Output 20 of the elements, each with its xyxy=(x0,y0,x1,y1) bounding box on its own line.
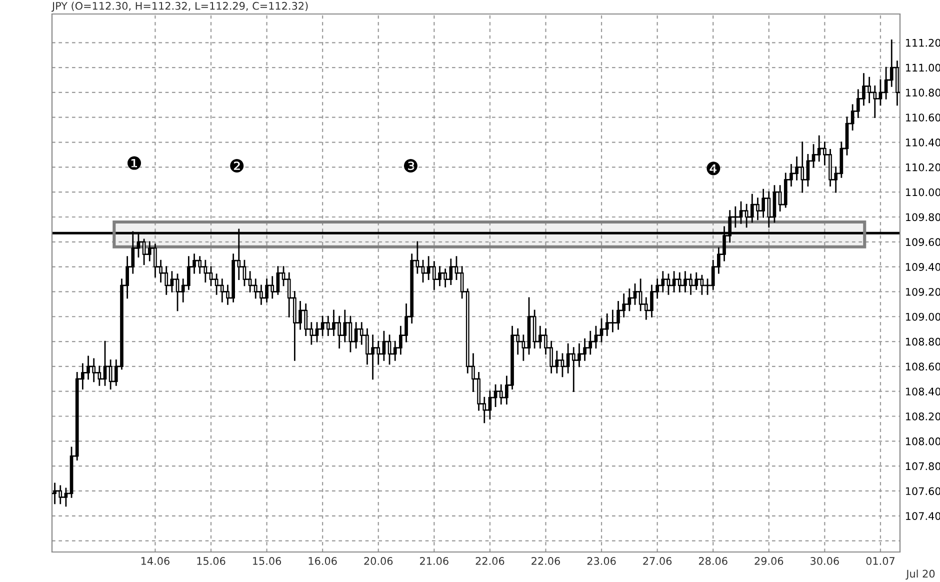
x-tick-label: 01.07 xyxy=(866,557,894,565)
x-tick-label: 22.06 xyxy=(476,557,504,565)
x-tick-label: 30.06 xyxy=(810,557,839,565)
x-tick-label: 15.06 xyxy=(253,557,282,565)
annotation: ❷ xyxy=(230,158,244,172)
x-tick-label: 28.06 xyxy=(698,557,728,565)
x-tick-label: 20.06 xyxy=(364,557,393,565)
x-tick-label: 29.06 xyxy=(754,557,784,565)
x-tick-label: 22.06 xyxy=(532,557,560,565)
x-tick-label: 23.06 xyxy=(587,557,616,565)
annotation: ❹ xyxy=(706,162,720,176)
x-tick-label: 21.06 xyxy=(420,557,448,565)
text: Jul 20 xyxy=(906,570,935,580)
x-tick-label: 16.06 xyxy=(308,557,337,565)
x-tick-label: 15.06 xyxy=(197,557,226,565)
x-tick-label: 27.06 xyxy=(643,557,672,565)
chart-title: JPY (O=112.30, H=112.32, L=112.29, C=112.32) xyxy=(51,2,308,12)
annotation: ❸ xyxy=(404,158,418,172)
x-tick-label: 14.06 xyxy=(141,557,170,565)
annotation: ❶ xyxy=(128,156,142,170)
